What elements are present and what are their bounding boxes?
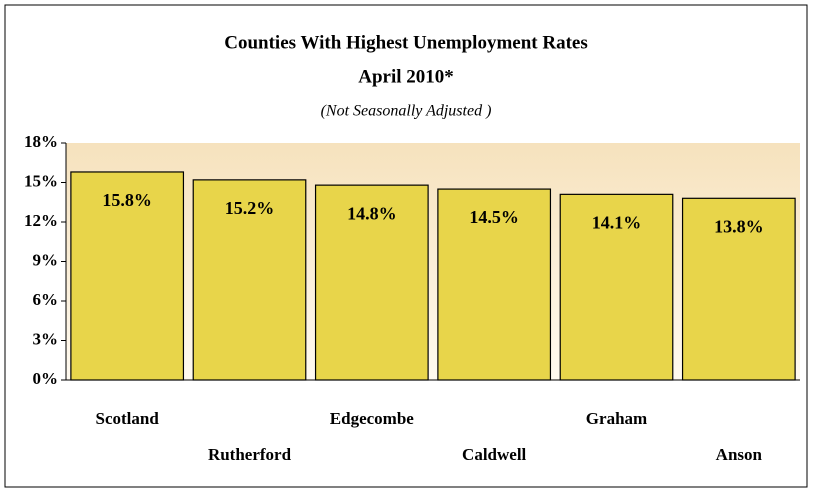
y-tick-label: 12% — [24, 211, 58, 230]
x-tick-label: Graham — [586, 409, 647, 428]
value-label: 14.8% — [347, 203, 397, 223]
bar — [314, 184, 429, 381]
y-tick-label: 18% — [24, 132, 58, 151]
chart-title: Counties With Highest Unemployment Rates — [224, 32, 587, 53]
value-label: 14.5% — [469, 207, 519, 227]
bar — [437, 188, 552, 381]
x-tick-label: Rutherford — [208, 445, 292, 464]
value-label: 15.2% — [225, 198, 275, 218]
y-tick-label: 6% — [33, 290, 59, 309]
x-tick-label: Anson — [716, 445, 763, 464]
plot-area — [66, 143, 800, 380]
y-tick-label: 3% — [33, 329, 59, 348]
chart-subtitle: April 2010* — [358, 66, 454, 87]
y-tick-label: 15% — [24, 171, 58, 190]
value-label: 13.8% — [714, 216, 764, 236]
x-tick-label: Caldwell — [462, 445, 527, 464]
chart-note: (Not Seasonally Adjusted ) — [321, 103, 492, 120]
bar — [681, 197, 796, 381]
y-tick-label: 0% — [33, 369, 59, 388]
x-tick-label: Scotland — [96, 409, 160, 428]
x-tick-label: Edgecombe — [330, 409, 415, 428]
bar — [70, 171, 185, 381]
bar — [192, 179, 307, 381]
value-label: 14.1% — [592, 212, 642, 232]
y-tick-label: 9% — [33, 250, 59, 269]
value-label: 15.8% — [102, 190, 152, 210]
bar — [559, 193, 674, 381]
